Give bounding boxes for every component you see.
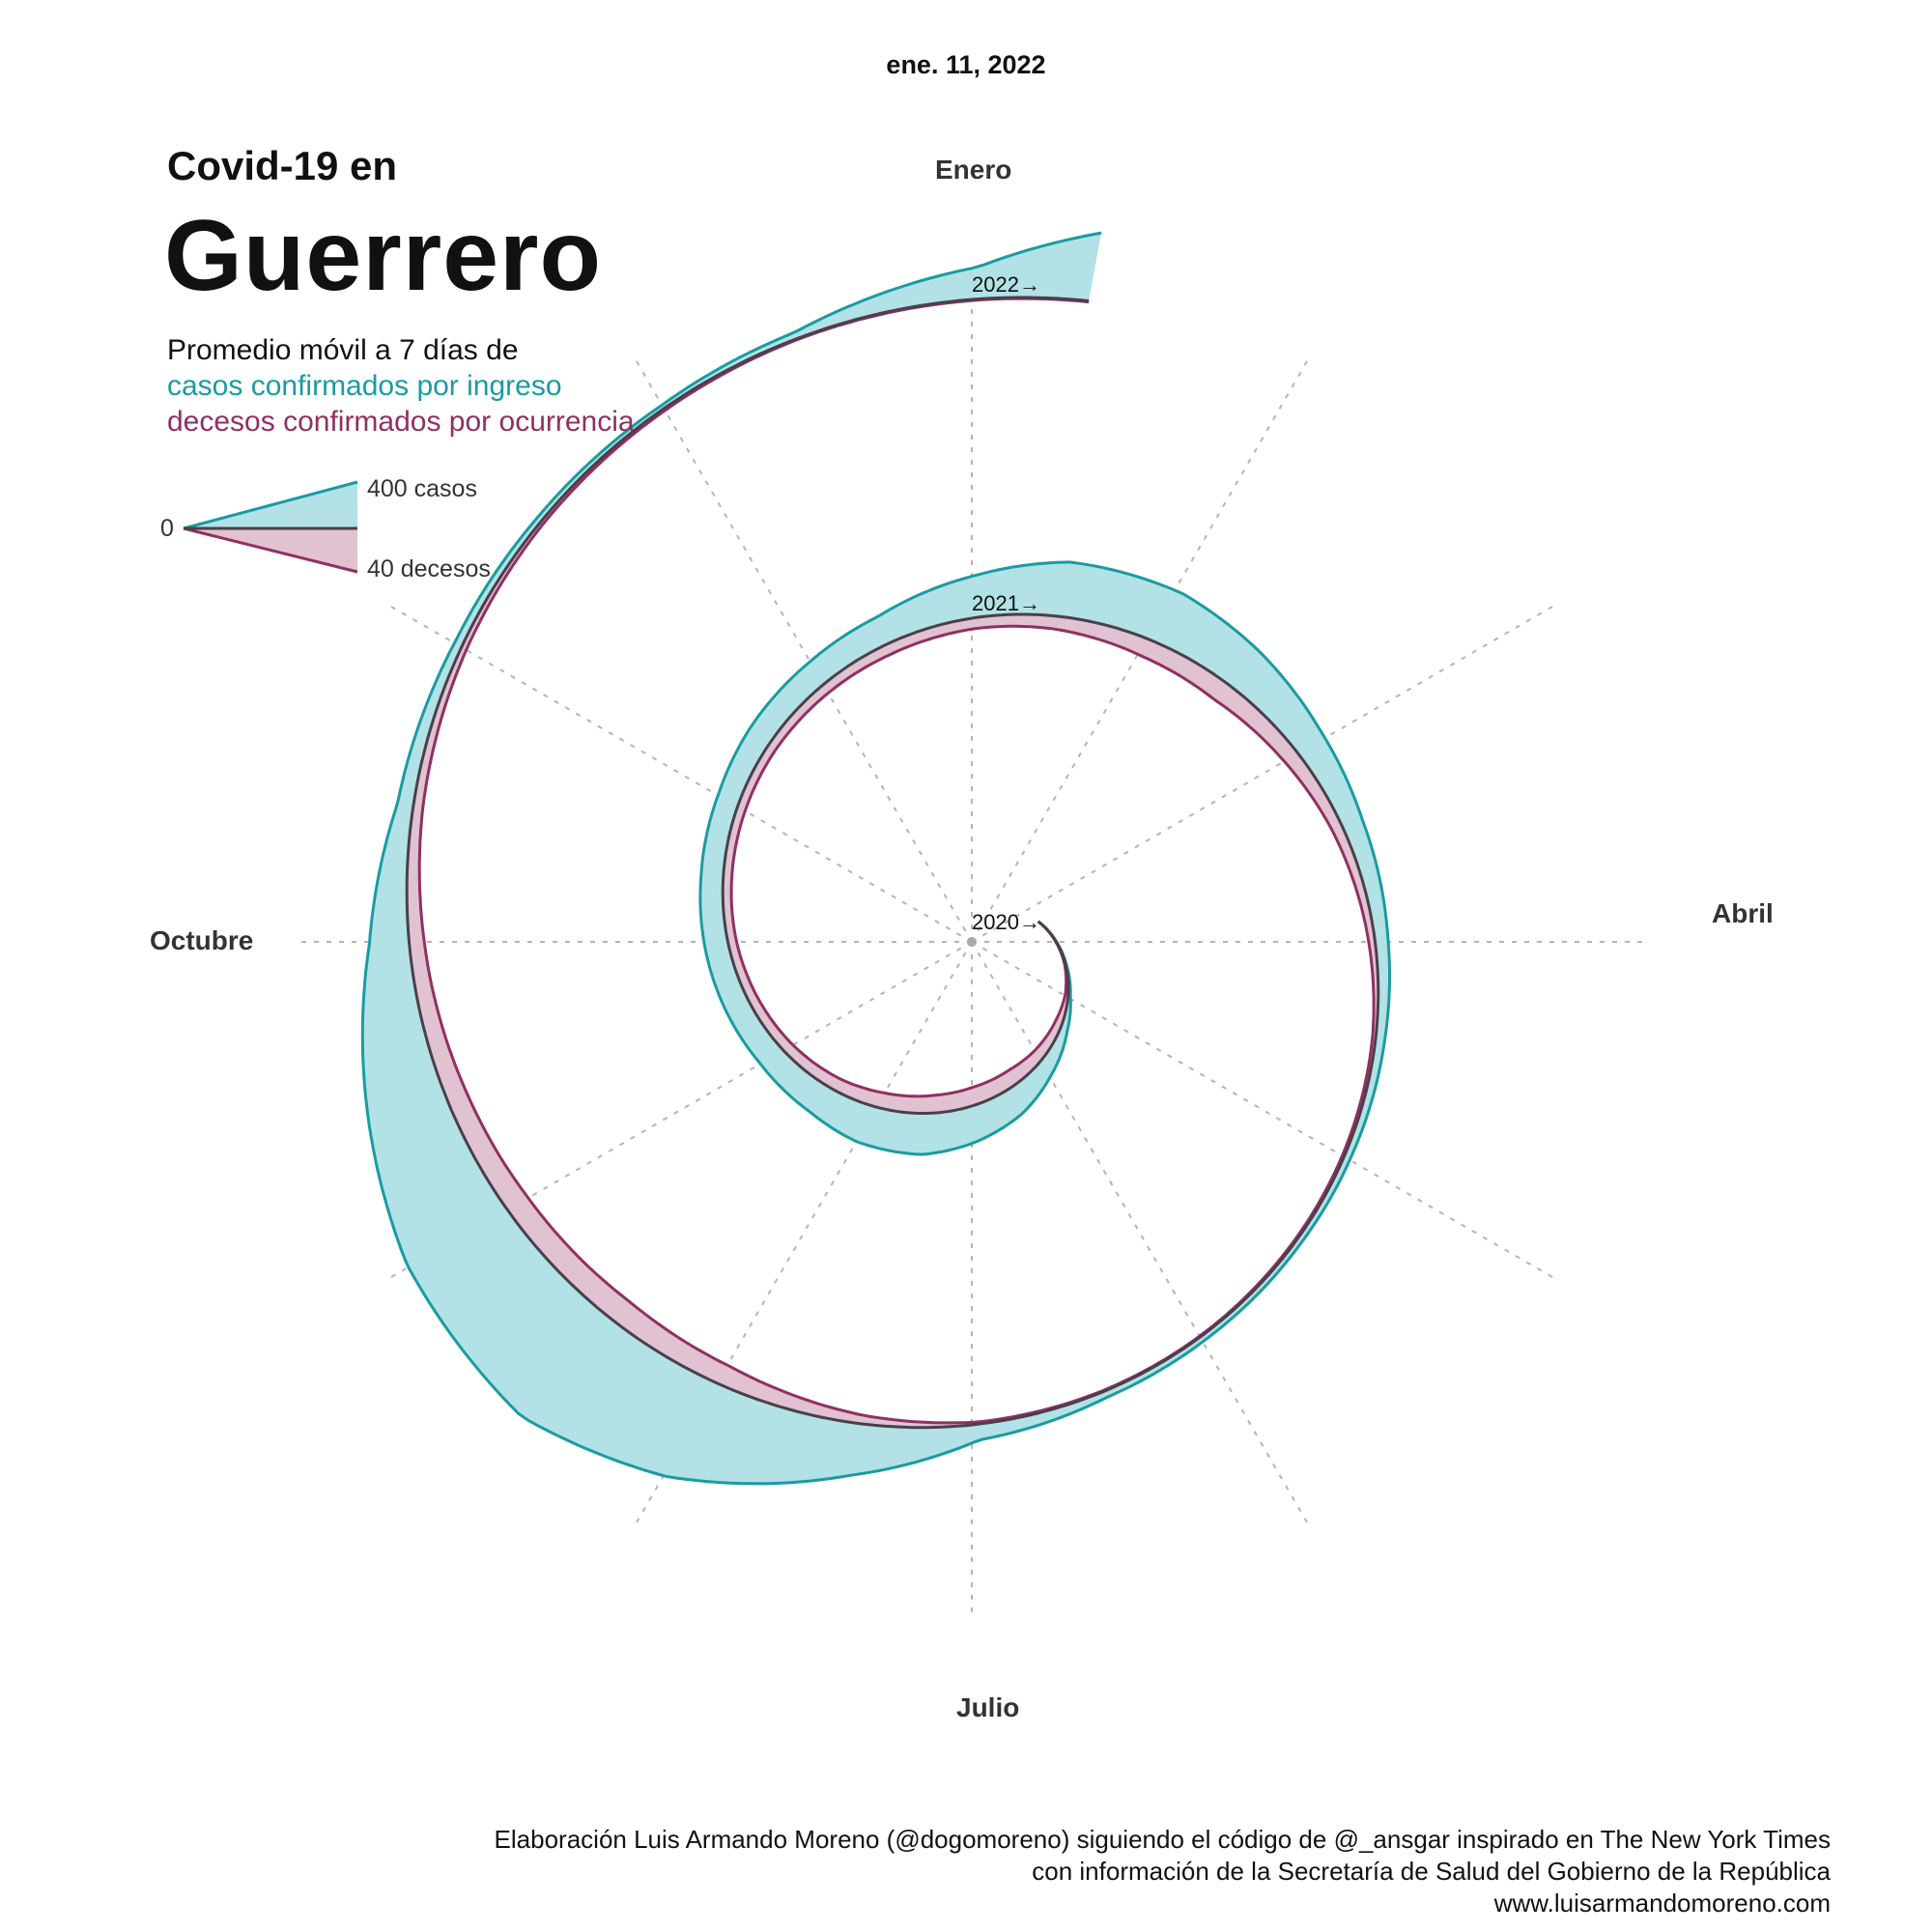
cases-line <box>360 231 1391 1486</box>
year-label: 2020→ <box>972 910 1040 934</box>
deaths-line <box>417 297 1376 1425</box>
month-label-enero: Enero <box>935 155 1012 185</box>
month-gridline <box>971 941 1311 1528</box>
deaths-area <box>407 297 1378 1428</box>
year-label: 2021→ <box>972 591 1040 615</box>
subtitle-cases: casos confirmados por ingreso <box>167 370 562 402</box>
legend-cases-scale: 400 casos <box>367 475 477 502</box>
legend-deaths-line <box>183 526 358 574</box>
chart-center-dot <box>967 937 977 947</box>
credits-line-3: www.luisarmandomoreno.com <box>1493 1889 1831 1918</box>
month-gridline <box>633 355 973 943</box>
credits-line-2: con información de la Secretaría de Salu… <box>1032 1857 1831 1886</box>
spiral-baseline <box>405 296 1380 1430</box>
year-label: 2022→ <box>972 272 1040 297</box>
legend-glyph <box>183 480 358 574</box>
legend-cases-line <box>183 480 358 530</box>
title-small: Covid-19 en <box>167 143 398 188</box>
year-labels: 2020→ 2021→ 2022→ <box>972 272 1040 934</box>
data-areas <box>360 231 1391 1486</box>
month-gridline <box>971 941 1558 1281</box>
credits-line-1: Elaboración Luis Armando Moreno (@dogomo… <box>494 1825 1831 1854</box>
page-title: Guerrero <box>164 200 603 312</box>
subtitle-deaths: decesos confirmados por ocurrencia <box>167 406 635 438</box>
date-label: ene. 11, 2022 <box>886 50 1046 79</box>
legend-deaths-scale: 40 decesos <box>367 555 491 582</box>
month-gridline <box>971 603 1558 943</box>
subtitle: Promedio móvil a 7 días de <box>167 334 519 366</box>
month-label-julio: Julio <box>956 1692 1020 1722</box>
month-label-abril: Abril <box>1712 898 1774 928</box>
month-label-octubre: Octubre <box>150 925 254 955</box>
legend-zero: 0 <box>160 515 174 542</box>
credits: Elaboración Luis Armando Moreno (@dogomo… <box>495 1824 1831 1919</box>
